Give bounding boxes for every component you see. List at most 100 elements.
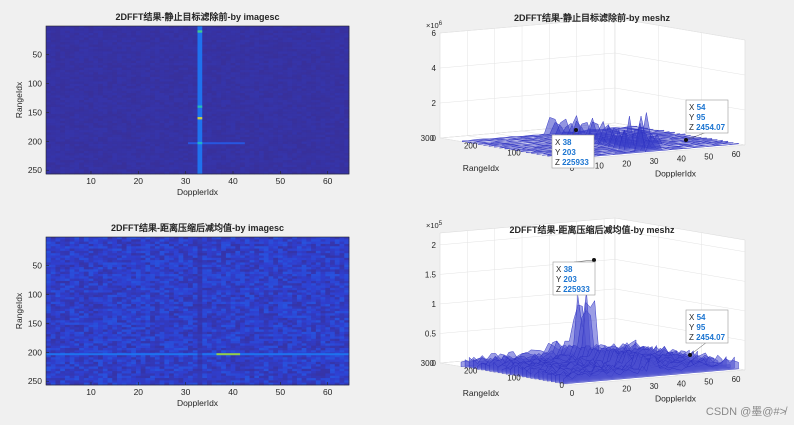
heatmap-cell: [64, 338, 70, 342]
heatmap-cell: [60, 373, 66, 377]
heatmap-cell: [83, 153, 89, 156]
heatmap-cell: [60, 28, 66, 31]
heatmap-cell: [315, 63, 321, 66]
heatmap-cell: [221, 160, 227, 163]
heatmap-cell: [249, 104, 255, 108]
heatmap-cell: [93, 65, 99, 68]
heatmap-cell: [334, 35, 340, 38]
heatmap-cell: [330, 58, 336, 61]
heatmap-cell: [277, 93, 284, 96]
heatmap-cell: [192, 37, 198, 41]
heatmap-cell: [311, 65, 317, 68]
heatmap-cell: [117, 104, 123, 108]
heatmap-cell: [254, 74, 260, 78]
heatmap-cell: [69, 93, 75, 96]
heatmap-cell: [339, 46, 345, 50]
heatmap-cell: [169, 118, 175, 122]
heatmap-cell: [240, 164, 246, 168]
heatmap-cell: [315, 143, 321, 147]
heatmap-cell: [140, 132, 146, 135]
heatmap-cell: [164, 148, 170, 152]
heatmap-cell: [273, 148, 279, 152]
heatmap-cell: [221, 116, 227, 119]
heatmap-cell: [50, 86, 56, 89]
heatmap-cell: [325, 102, 331, 105]
heatmap-cell: [320, 143, 326, 147]
heatmap-cell: [330, 86, 336, 89]
heatmap-cell: [235, 79, 241, 82]
heatmap-cell: [221, 118, 227, 122]
heatmap-cell: [188, 160, 194, 163]
heatmap-cell: [69, 315, 75, 319]
heatmap-cell: [154, 137, 160, 140]
heatmap-cell: [145, 134, 151, 138]
heatmap-cell: [83, 155, 89, 159]
heatmap-cell: [206, 58, 213, 61]
heatmap-cell: [102, 56, 108, 59]
heatmap-cell: [173, 93, 179, 96]
heatmap-cell: [164, 95, 170, 98]
heatmap-cell: [154, 143, 160, 147]
heatmap-cell: [202, 65, 208, 68]
heatmap-cell: [98, 79, 104, 82]
heatmap-cell: [282, 86, 288, 89]
heatmap-cell: [93, 334, 99, 337]
heatmap-cell: [192, 148, 198, 152]
heatmap-cell: [69, 287, 75, 291]
heatmap-cell: [83, 257, 89, 261]
heatmap-cell: [173, 49, 179, 52]
heatmap-cell: [169, 74, 175, 78]
heatmap-cell: [173, 139, 179, 142]
heatmap-cell: [206, 139, 213, 142]
heatmap-cell: [102, 95, 108, 98]
heatmap-cell: [145, 123, 151, 126]
heatmap-cell: [192, 120, 198, 124]
heatmap-cell: [60, 132, 66, 135]
heatmap-cell: [69, 95, 75, 98]
heatmap-cell: [145, 150, 151, 154]
heatmap-cell: [107, 60, 113, 64]
heatmap-cell: [320, 90, 326, 94]
heatmap-cell: [277, 69, 284, 73]
heatmap-cell: [117, 30, 123, 34]
heatmap-cell: [74, 79, 80, 82]
heatmap-cell: [183, 83, 189, 87]
heatmap-cell: [64, 67, 70, 71]
heatmap-cell: [159, 97, 165, 101]
heatmap-cell: [173, 125, 179, 129]
heatmap-cell: [64, 90, 70, 94]
heatmap-cell: [325, 88, 331, 92]
heatmap-cell: [69, 28, 75, 31]
heatmap-cell: [50, 278, 56, 282]
heatmap-cell: [102, 60, 108, 64]
heatmap-cell: [169, 37, 175, 41]
heatmap-cell: [273, 81, 279, 85]
heatmap-cell: [334, 150, 340, 154]
heatmap-cell: [268, 69, 274, 73]
heatmap-cell: [69, 354, 75, 358]
heatmap-cell: [334, 86, 340, 89]
heatmap-cell: [315, 127, 321, 131]
heatmap-cell: [211, 171, 217, 175]
heatmap-cell: [64, 343, 70, 346]
heatmap-cell: [325, 32, 331, 36]
heatmap-cell: [178, 58, 184, 61]
heatmap-cell: [83, 285, 89, 289]
heatmap-cell: [60, 137, 66, 140]
heatmap-cell: [211, 79, 217, 82]
heatmap-cell: [150, 83, 156, 87]
heatmap-cell: [202, 37, 208, 41]
heatmap-cell: [301, 86, 307, 89]
heatmap-cell: [164, 76, 170, 80]
heatmap-cell: [315, 113, 321, 117]
heatmap-cell: [55, 63, 61, 66]
heatmap-cell: [330, 67, 336, 71]
heatmap-cell: [334, 90, 340, 94]
heatmap-cell: [117, 106, 123, 110]
heatmap-cell: [325, 160, 331, 163]
heatmap-cell: [216, 97, 222, 101]
heatmap-cell: [216, 26, 222, 29]
heatmap-cell: [277, 58, 284, 61]
heatmap-cell: [107, 262, 113, 266]
heatmap-cell: [107, 167, 113, 170]
